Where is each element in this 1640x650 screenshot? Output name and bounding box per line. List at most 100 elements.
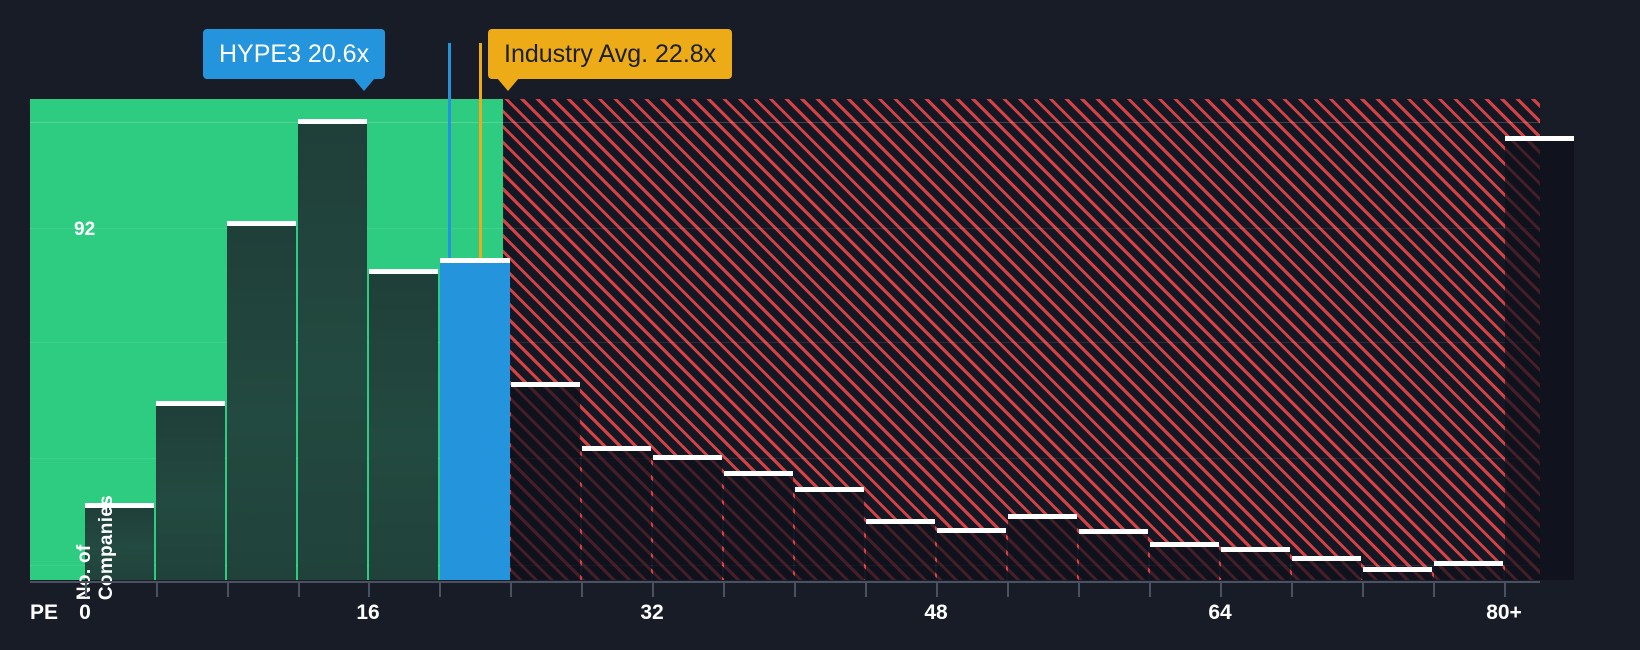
x-tick-1 [156,583,158,597]
x-tick-20 [1504,583,1506,597]
x-tick-4 [368,583,370,597]
bar-cap [156,401,225,406]
bar-4-8[interactable] [156,401,225,580]
bar-60-64[interactable] [1150,542,1219,580]
x-tick-7 [581,583,583,597]
industry-callout[interactable]: Industry Avg. 22.8x [488,29,733,91]
x-tick-label-64: 64 [1208,601,1232,624]
bar-body [1292,561,1361,580]
bar-body [1505,141,1574,580]
bar-cap [511,382,580,387]
bar-body [937,533,1006,580]
x-tick-18 [1362,583,1364,597]
company-marker-line [448,43,451,258]
callout-tail-icon [353,78,376,91]
bar-body [1150,547,1219,580]
bar-12-16[interactable] [298,119,367,580]
x-axis-line [30,581,1540,583]
x-tick-label-16: 16 [356,601,380,624]
bar-40-44[interactable] [795,487,864,580]
bar-body [1221,552,1290,580]
bar-cap [653,455,722,460]
bar-52-56[interactable] [1008,514,1077,580]
bar-body [795,492,864,580]
bar-32-36[interactable] [653,455,722,580]
x-tick-14 [1078,583,1080,597]
x-tick-6 [510,583,512,597]
bar-cap [440,258,510,263]
x-tick-17 [1291,583,1293,597]
bar-body [440,263,510,580]
bar-16-20[interactable] [369,269,438,580]
x-tick-label-48: 48 [924,601,948,624]
y-axis-max-label: 92 [74,219,96,240]
bar-cap [1150,542,1219,547]
bar-76-80[interactable] [1434,561,1503,580]
bar-28-32[interactable] [582,446,651,580]
bar-cap [369,269,438,274]
bar-cap [937,528,1006,533]
x-tick-5 [439,583,441,597]
x-tick-13 [1007,583,1009,597]
callout-tail-icon [497,78,519,91]
bar-cap [724,471,793,476]
bar-72-76[interactable] [1363,567,1432,580]
plot-area: 92 No. of Companies [30,43,1574,600]
bar-20-24-highlight[interactable] [440,258,510,580]
x-tick-3 [298,583,300,597]
bar-body [1363,572,1432,580]
industry-callout-label: Industry Avg. 22.8x [504,39,717,68]
industry-marker-line [479,43,482,258]
bar-56-60[interactable] [1079,529,1148,580]
bar-24-28[interactable] [511,382,580,580]
bar-cap [1008,514,1077,519]
bar-body [369,274,438,580]
bar-cap [227,221,296,226]
bar-cap [866,519,935,524]
bar-68-72[interactable] [1292,556,1361,580]
bar-80-plus[interactable] [1505,136,1574,580]
bar-body [582,451,651,580]
y-axis-title: No. of Companies [74,494,117,601]
company-callout[interactable]: HYPE3 20.6x [203,29,386,91]
bar-body [866,524,935,580]
bar-cap [1292,556,1361,561]
bar-cap [298,119,367,124]
bar-body [85,508,154,580]
x-tick-2 [227,583,229,597]
x-tick-19 [1433,583,1435,597]
bar-cap [582,446,651,451]
bar-36-40[interactable] [724,471,793,580]
bar-body [653,460,722,580]
x-tick-label-0: 0 [79,601,91,624]
bar-cap [1505,136,1574,141]
bar-body [724,476,793,580]
x-tick-label-80: 80+ [1486,601,1522,624]
x-tick-12 [936,583,938,597]
bar-body [298,124,367,580]
x-tick-9 [723,583,725,597]
bar-body [227,226,296,580]
bar-0-4[interactable] [85,503,154,580]
bar-8-12[interactable] [227,221,296,580]
bar-series [30,99,1574,580]
x-tick-8 [652,583,654,597]
company-callout-label: HYPE3 20.6x [219,39,370,68]
x-tick-0 [85,583,87,597]
bar-body [156,406,225,580]
bar-cap [1221,547,1290,552]
bar-body [1008,519,1077,580]
x-tick-label-32: 32 [640,601,664,624]
bar-cap [85,503,154,508]
bar-cap [1363,567,1432,572]
overvalued-zone [503,99,1540,580]
bar-64-68[interactable] [1221,547,1290,580]
bar-body [511,387,580,580]
bar-cap [1079,529,1148,534]
x-tick-10 [794,583,796,597]
bar-48-52[interactable] [937,528,1006,580]
bar-body [1079,534,1148,580]
bar-44-48[interactable] [866,519,935,580]
bar-cap [1434,561,1503,566]
